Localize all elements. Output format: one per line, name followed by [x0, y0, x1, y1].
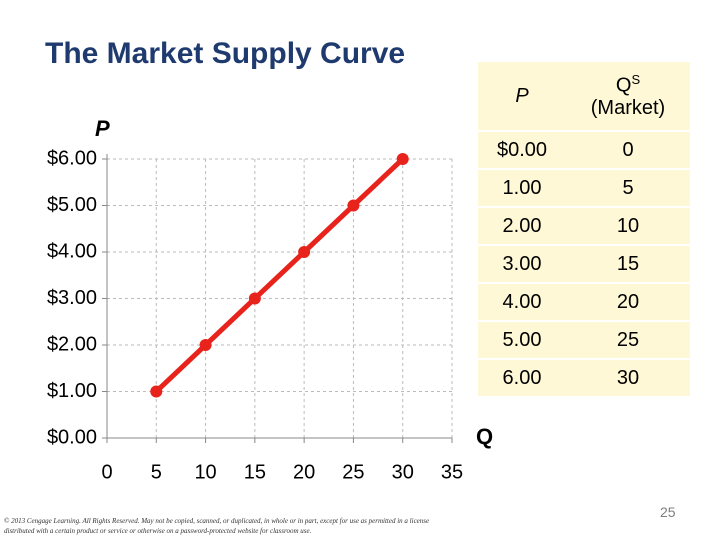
x-tick-label: 25	[342, 461, 364, 483]
table-row: 2.00 10	[478, 207, 690, 246]
header-q-note: (Market)	[590, 97, 666, 120]
data-point	[347, 199, 360, 212]
x-tick-label: 20	[293, 461, 315, 483]
table-row: 1.00 5	[478, 169, 690, 208]
table-cell: 1.00	[478, 169, 566, 208]
header-cell: QS (Market)	[566, 62, 690, 132]
chart-title: The Market Supply Curve	[45, 37, 405, 70]
header-cell: P	[478, 62, 566, 132]
header-q: Q	[615, 74, 632, 97]
header-p: P	[515, 84, 529, 107]
y-tick-label: $6.00	[47, 147, 97, 169]
table-cell: 5.00	[478, 321, 566, 360]
y-tick-label: $5.00	[47, 194, 97, 216]
table-header: P QS (Market)	[478, 62, 690, 132]
y-tick-label: $4.00	[47, 240, 97, 262]
y-tick-label: $0.00	[47, 426, 97, 448]
table-cell: $0.00	[478, 131, 566, 170]
data-point	[150, 385, 163, 398]
table-cell: 5	[566, 169, 690, 208]
x-tick-label: 0	[101, 461, 112, 483]
supply-line	[154, 157, 405, 394]
table-cell: 2.00	[478, 207, 566, 246]
table-row: 6.00 30	[478, 359, 690, 398]
table-cell: 3.00	[478, 245, 566, 284]
data-point	[199, 339, 212, 351]
y-tick-label: $3.00	[47, 287, 97, 309]
data-point	[248, 292, 261, 305]
table-row: 5.00 25	[478, 321, 690, 360]
x-axis-label: Q	[476, 424, 493, 449]
x-tick-label: 5	[151, 461, 162, 483]
table-cell: 4.00	[478, 283, 566, 322]
page-number: 25	[660, 504, 676, 520]
y-tick-label: $1.00	[47, 380, 97, 402]
table-cell: 10	[566, 207, 690, 246]
table-row: 3.00 15	[478, 245, 690, 284]
data-point	[396, 153, 409, 165]
table-cell: 20	[566, 283, 690, 322]
table-cell: 0	[566, 131, 690, 170]
x-tick-label: 15	[244, 461, 266, 483]
data-point	[298, 246, 311, 258]
x-tick-label: 10	[194, 461, 216, 483]
table-row: $0.00 0	[478, 131, 690, 170]
table-body: P QS (Market) $0.00 0 1.00 5 2.00 10 3.00 15 4.00…	[478, 62, 690, 398]
y-axis-label: P	[95, 116, 110, 141]
table-row: 4.00 20	[478, 283, 690, 322]
table-cell: 25	[566, 321, 690, 360]
y-tick-label: $2.00	[47, 333, 97, 355]
x-tick-label: 30	[392, 461, 414, 483]
supply-table: P QS (Market) $0.00 0 1.00 5 2.00 10 3.00 15 4.00…	[478, 62, 690, 398]
copyright: © 2013 Cengage Learning. All Rights Rese…	[4, 517, 430, 535]
table-cell: 6.00	[478, 359, 566, 398]
table-cell: 30	[566, 359, 690, 398]
x-tick-label: 35	[441, 461, 463, 483]
table-cell: 15	[566, 245, 690, 284]
header-q-sup: S	[631, 71, 641, 87]
